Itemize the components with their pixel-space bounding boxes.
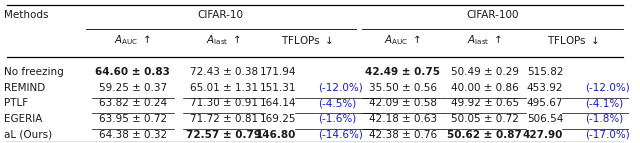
Text: 495.67: 495.67	[527, 98, 563, 108]
Text: 65.01 ± 1.31: 65.01 ± 1.31	[190, 83, 258, 93]
Text: 42.09 ± 0.58: 42.09 ± 0.58	[369, 98, 437, 108]
Text: (-4.1%): (-4.1%)	[585, 98, 623, 108]
Text: TFLOPs $\downarrow$: TFLOPs $\downarrow$	[281, 35, 333, 46]
Text: 64.38 ± 0.32: 64.38 ± 0.32	[99, 130, 167, 140]
Text: CIFAR-10: CIFAR-10	[198, 10, 244, 20]
Text: 50.05 ± 0.72: 50.05 ± 0.72	[451, 114, 518, 124]
Text: 171.94: 171.94	[260, 66, 296, 77]
Text: 50.62 ± 0.87: 50.62 ± 0.87	[447, 130, 522, 140]
Text: (-1.6%): (-1.6%)	[318, 114, 356, 124]
Text: 169.25: 169.25	[260, 114, 296, 124]
Text: $A_\mathrm{AUC}$ $\uparrow$: $A_\mathrm{AUC}$ $\uparrow$	[114, 33, 151, 47]
Text: No freezing: No freezing	[4, 66, 63, 77]
Text: 151.31: 151.31	[260, 83, 296, 93]
Text: 453.92: 453.92	[527, 83, 563, 93]
Text: Methods: Methods	[4, 10, 49, 20]
Text: (-4.5%): (-4.5%)	[318, 98, 356, 108]
Text: 59.25 ± 0.37: 59.25 ± 0.37	[99, 83, 167, 93]
Text: 427.90: 427.90	[523, 130, 563, 140]
Text: 63.95 ± 0.72: 63.95 ± 0.72	[99, 114, 167, 124]
Text: PTLF: PTLF	[4, 98, 28, 108]
Text: $A_\mathrm{last}$ $\uparrow$: $A_\mathrm{last}$ $\uparrow$	[467, 33, 502, 47]
Text: 164.14: 164.14	[260, 98, 296, 108]
Text: $A_\mathrm{AUC}$ $\uparrow$: $A_\mathrm{AUC}$ $\uparrow$	[385, 33, 422, 47]
Text: 40.00 ± 0.86: 40.00 ± 0.86	[451, 83, 518, 93]
Text: 49.92 ± 0.65: 49.92 ± 0.65	[451, 98, 519, 108]
Text: aL (Ours): aL (Ours)	[4, 130, 52, 140]
Text: 515.82: 515.82	[527, 66, 563, 77]
Text: TFLOPs $\downarrow$: TFLOPs $\downarrow$	[547, 35, 598, 46]
Text: EGERIA: EGERIA	[4, 114, 42, 124]
Text: 35.50 ± 0.56: 35.50 ± 0.56	[369, 83, 437, 93]
Text: 42.38 ± 0.76: 42.38 ± 0.76	[369, 130, 437, 140]
Text: 63.82 ± 0.24: 63.82 ± 0.24	[99, 98, 167, 108]
Text: (-12.0%): (-12.0%)	[318, 83, 363, 93]
Text: REMIND: REMIND	[4, 83, 45, 93]
Text: 72.43 ± 0.38: 72.43 ± 0.38	[190, 66, 258, 77]
Text: 42.18 ± 0.63: 42.18 ± 0.63	[369, 114, 437, 124]
Text: 71.30 ± 0.91: 71.30 ± 0.91	[190, 98, 258, 108]
Text: (-12.0%): (-12.0%)	[585, 83, 630, 93]
Text: CIFAR-100: CIFAR-100	[467, 10, 519, 20]
Text: 71.72 ± 0.81: 71.72 ± 0.81	[190, 114, 258, 124]
Text: (-14.6%): (-14.6%)	[318, 130, 363, 140]
Text: (-1.8%): (-1.8%)	[585, 114, 623, 124]
Text: 64.60 ± 0.83: 64.60 ± 0.83	[95, 66, 170, 77]
Text: 506.54: 506.54	[527, 114, 563, 124]
Text: 50.49 ± 0.29: 50.49 ± 0.29	[451, 66, 518, 77]
Text: 146.80: 146.80	[256, 130, 296, 140]
Text: (-17.0%): (-17.0%)	[585, 130, 630, 140]
Text: $A_\mathrm{last}$ $\uparrow$: $A_\mathrm{last}$ $\uparrow$	[206, 33, 241, 47]
Text: 42.49 ± 0.75: 42.49 ± 0.75	[365, 66, 440, 77]
Text: 72.57 ± 0.79: 72.57 ± 0.79	[186, 130, 261, 140]
